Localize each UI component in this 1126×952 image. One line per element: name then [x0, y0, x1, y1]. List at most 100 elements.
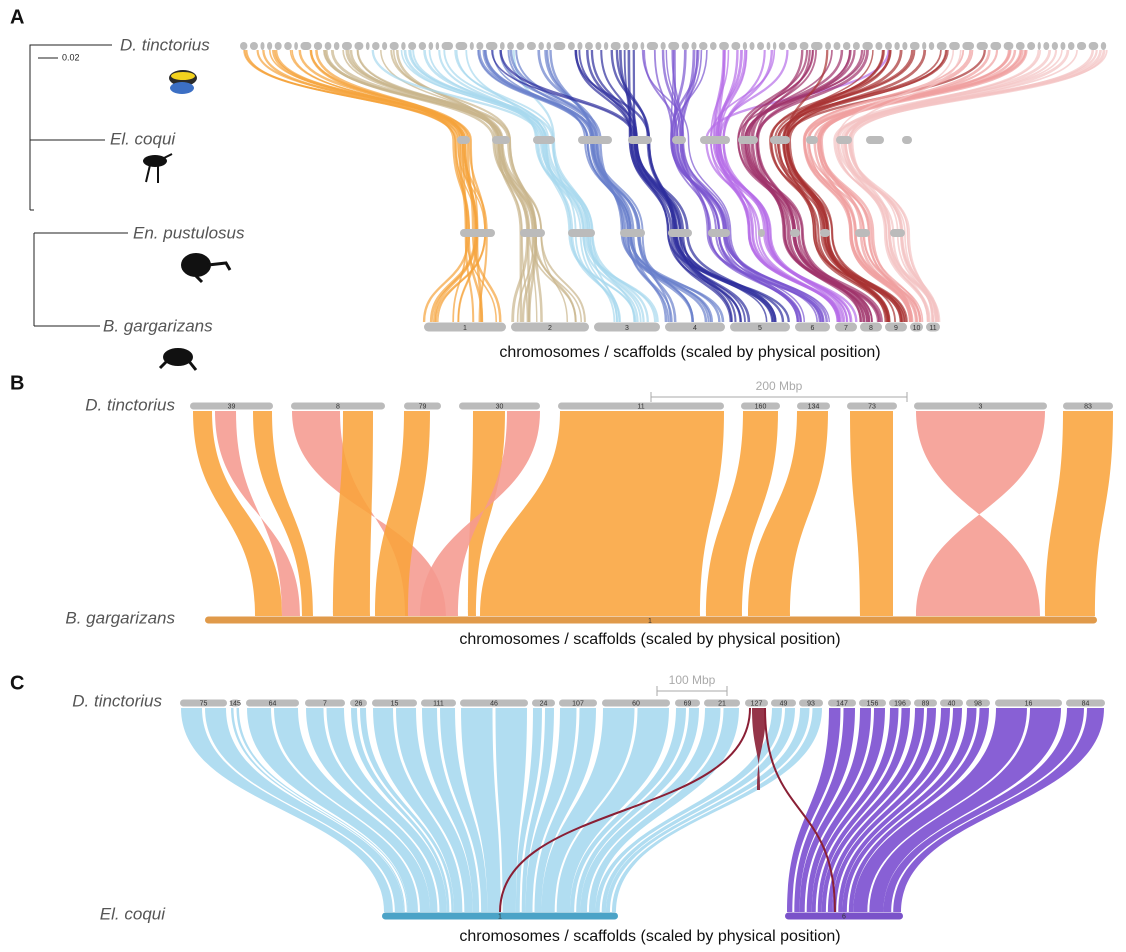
synteny-ribbon	[541, 708, 635, 912]
scaffold	[291, 402, 385, 410]
scaffold	[246, 699, 299, 707]
scaffold	[902, 42, 908, 50]
scaffold	[249, 42, 258, 50]
scaffold	[828, 699, 856, 707]
scaffold	[820, 229, 830, 237]
scaffold	[333, 42, 340, 50]
scaffold-label: 134	[808, 403, 820, 410]
synteny-ribbon	[556, 708, 669, 912]
scaffold-label: 75	[200, 700, 208, 707]
scaffold	[382, 42, 388, 50]
scaffold	[180, 699, 227, 707]
scaffold	[668, 42, 680, 50]
synteny-ribbon	[799, 708, 871, 912]
scaffold	[885, 322, 907, 332]
scaffold	[771, 699, 796, 707]
scaffold	[459, 402, 540, 410]
scaffold	[940, 699, 963, 707]
synteny-ribbon	[215, 411, 300, 616]
synteny-ribbon	[806, 708, 885, 912]
synteny-ribbon	[601, 708, 795, 912]
scaffold	[909, 42, 920, 50]
synteny-ribbon	[853, 708, 1027, 912]
synteny-line	[244, 49, 475, 323]
scaffold	[910, 322, 923, 332]
synteny-line	[412, 49, 637, 323]
synteny-ribbon	[231, 708, 405, 912]
scaffold	[1037, 42, 1041, 50]
scaffold	[790, 229, 800, 237]
synteny-ribbon	[752, 708, 766, 790]
scaffold	[966, 699, 990, 707]
scaffold-label: 79	[419, 403, 427, 410]
synteny-line	[477, 49, 670, 323]
scaffold	[833, 42, 841, 50]
scaffold	[766, 42, 771, 50]
scaffold-label: 1	[498, 913, 502, 920]
scaffold	[675, 699, 700, 707]
synteny-ribbon	[205, 708, 404, 912]
scaffold	[372, 42, 380, 50]
frog-icon	[171, 72, 195, 80]
scaffold	[875, 42, 883, 50]
synteny-line	[671, 49, 822, 323]
scale-bar	[656, 686, 728, 696]
synteny-ribbon	[521, 708, 554, 912]
scaffold	[668, 229, 692, 237]
scaffold	[628, 136, 652, 144]
scaffold	[962, 42, 975, 50]
synteny-ribbon	[236, 708, 408, 912]
scaffold	[1027, 42, 1036, 50]
scaffold	[350, 699, 367, 707]
scaffold-label: 69	[684, 700, 692, 707]
panel-label: B	[10, 372, 24, 394]
scaffold	[778, 42, 786, 50]
scaffold	[559, 699, 597, 707]
scaffold	[770, 136, 790, 144]
scaffold	[1015, 42, 1025, 50]
scaffold-label: 40	[948, 700, 956, 707]
synteny-ribbon	[351, 708, 450, 912]
synteny-ribbon	[817, 708, 910, 912]
frog-icons	[143, 70, 232, 371]
scaffold-label: 16	[1025, 700, 1033, 707]
synteny-ribbon	[706, 411, 778, 616]
synteny-ribbon	[811, 708, 899, 912]
scaffold	[567, 42, 575, 50]
scaffold	[1003, 42, 1014, 50]
scaffold-label: 26	[355, 700, 363, 707]
synteny-ribbon	[360, 708, 454, 912]
synteny-ribbon	[821, 708, 924, 912]
scaffold	[842, 42, 851, 50]
scaffold	[526, 42, 536, 50]
scaffold	[914, 699, 937, 707]
scaffold	[538, 42, 544, 50]
synteny-line	[844, 49, 1058, 323]
scaffold	[205, 616, 1097, 624]
scaffold	[382, 912, 618, 920]
scaffold	[584, 42, 593, 50]
scaffold	[404, 402, 441, 410]
chromosome-label: 1	[463, 325, 467, 332]
synteny-ribbon	[253, 411, 313, 616]
scaffold-label: 160	[755, 403, 767, 410]
synteny-line	[744, 49, 866, 323]
scaffold	[499, 42, 505, 50]
scaffold	[520, 229, 545, 237]
scaffold	[610, 42, 621, 50]
scaffold	[507, 42, 514, 50]
scaffold-label: 84	[1082, 700, 1090, 707]
scaffold	[1067, 42, 1075, 50]
frog-icon	[194, 261, 232, 284]
chromosome-label: 10	[913, 325, 921, 332]
species-label: B. gargarizans	[103, 316, 213, 335]
scaffold	[788, 42, 798, 50]
scaffold	[926, 322, 940, 332]
tree-branches	[29, 44, 128, 327]
synteny-line	[499, 707, 751, 913]
scaffold	[457, 136, 470, 144]
scaffold	[365, 42, 370, 50]
scaffold-label: 107	[572, 700, 584, 707]
scaffold	[435, 42, 440, 50]
synteny-ribbon	[569, 708, 686, 912]
